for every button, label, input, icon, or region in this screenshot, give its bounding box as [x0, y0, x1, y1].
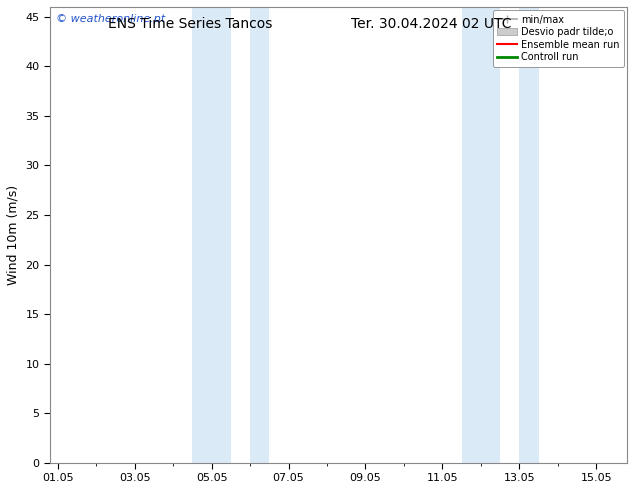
Legend: min/max, Desvio padr tilde;o, Ensemble mean run, Controll run: min/max, Desvio padr tilde;o, Ensemble m… — [493, 10, 624, 67]
Y-axis label: Wind 10m (m/s): Wind 10m (m/s) — [7, 185, 20, 285]
Text: Ter. 30.04.2024 02 UTC: Ter. 30.04.2024 02 UTC — [351, 17, 512, 31]
Bar — [462, 7, 500, 463]
Text: © weatheronline.pt: © weatheronline.pt — [56, 14, 165, 24]
Bar — [519, 7, 538, 463]
Text: ENS Time Series Tancos: ENS Time Series Tancos — [108, 17, 273, 31]
Bar — [192, 7, 231, 463]
Bar — [250, 7, 269, 463]
